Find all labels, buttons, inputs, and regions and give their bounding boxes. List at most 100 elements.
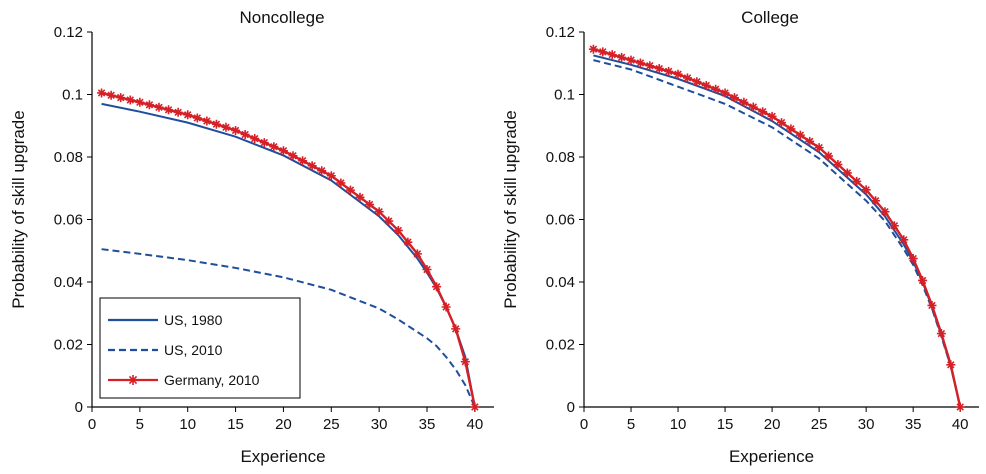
y-tick-label: 0.04 xyxy=(546,274,575,291)
y-tick-label: 0.08 xyxy=(54,149,83,166)
x-axis-label: Experience xyxy=(729,447,814,466)
x-tick-label: 5 xyxy=(627,416,635,433)
y-tick-label: 0.1 xyxy=(554,87,575,104)
data-point-marker xyxy=(192,113,202,123)
data-point-marker xyxy=(664,66,674,76)
data-point-marker xyxy=(470,402,480,412)
chart-title: College xyxy=(741,8,799,27)
legend-label: US, 1980 xyxy=(164,312,223,328)
data-point-marker xyxy=(786,124,796,134)
data-point-marker xyxy=(814,143,824,153)
y-tick-label: 0.06 xyxy=(54,212,83,229)
y-tick-label: 0.02 xyxy=(546,337,575,354)
x-tick-label: 30 xyxy=(371,416,388,433)
data-point-marker xyxy=(692,77,702,87)
series-line-us-1980 xyxy=(593,54,962,408)
x-tick-label: 35 xyxy=(419,416,436,433)
data-point-marker xyxy=(288,151,298,161)
chart-title: Noncollege xyxy=(239,8,324,27)
data-point-marker xyxy=(598,47,608,57)
data-point-marker xyxy=(154,102,164,112)
y-tick-label: 0.08 xyxy=(546,149,575,166)
y-tick-label: 0 xyxy=(75,399,83,416)
data-point-marker xyxy=(240,130,250,139)
y-tick-label: 0.04 xyxy=(54,274,83,291)
x-tick-label: 30 xyxy=(858,416,875,433)
data-point-marker xyxy=(211,119,221,129)
x-axis-label: Experience xyxy=(240,447,325,466)
data-point-marker xyxy=(617,52,627,62)
data-point-marker xyxy=(144,100,154,110)
legend-label: Germany, 2010 xyxy=(164,372,260,388)
data-point-marker xyxy=(927,300,937,310)
data-point-marker xyxy=(748,102,758,112)
data-point-marker xyxy=(202,116,212,126)
data-point-marker xyxy=(259,138,269,148)
x-tick-label: 15 xyxy=(227,416,244,433)
data-point-marker xyxy=(317,166,327,176)
data-point-marker xyxy=(135,97,145,107)
data-point-marker xyxy=(795,130,805,140)
data-point-marker xyxy=(432,282,442,292)
data-point-marker xyxy=(955,402,965,412)
data-point-marker xyxy=(588,44,598,54)
data-point-marker xyxy=(777,118,786,128)
data-point-marker xyxy=(298,156,308,166)
data-point-marker xyxy=(422,265,432,274)
x-tick-label: 10 xyxy=(179,416,196,433)
legend: US, 1980 US, 2010 Germany, 2010 xyxy=(99,297,301,399)
y-tick-label: 0 xyxy=(567,399,575,416)
data-point-marker xyxy=(164,105,174,115)
data-point-marker xyxy=(460,357,470,367)
data-point-marker xyxy=(758,107,768,117)
data-point-marker xyxy=(355,192,365,202)
x-tick-label: 40 xyxy=(952,416,969,433)
data-point-marker xyxy=(889,221,899,231)
y-tick-label: 0.1 xyxy=(62,87,83,104)
data-point-marker xyxy=(626,55,636,65)
data-point-marker xyxy=(231,125,241,135)
data-point-marker xyxy=(250,134,260,144)
panel-college: 0 5 10 15 20 25 30 35 40 0 0.02 0.04 0.06 0.08 0.1 0.12… xyxy=(501,8,979,466)
data-point-marker xyxy=(336,178,346,188)
data-point-marker xyxy=(673,69,683,79)
data-point-marker xyxy=(880,207,890,217)
data-point-marker xyxy=(125,95,135,105)
data-point-marker xyxy=(607,50,617,60)
x-tick-label: 0 xyxy=(580,416,588,433)
data-point-marker xyxy=(269,142,279,152)
data-point-marker xyxy=(441,302,451,312)
x-tick-label: 40 xyxy=(467,416,484,433)
data-point-marker xyxy=(852,176,862,186)
data-point-marker xyxy=(326,171,336,181)
data-point-marker xyxy=(412,249,422,259)
x-tick-label: 0 xyxy=(88,416,96,433)
data-point-marker xyxy=(173,107,183,117)
data-point-marker xyxy=(682,73,692,83)
x-tick-label: 20 xyxy=(764,416,781,433)
data-point-marker xyxy=(278,146,288,156)
data-point-marker xyxy=(833,160,843,169)
data-point-marker xyxy=(739,97,749,107)
data-point-marker xyxy=(645,61,655,71)
data-point-marker xyxy=(729,93,739,103)
y-tick-label: 0.06 xyxy=(546,212,575,229)
data-point-marker xyxy=(720,88,730,98)
data-point-marker xyxy=(908,254,918,264)
y-axis-label: Probability of skill upgrade xyxy=(501,110,520,308)
data-point-marker xyxy=(451,324,461,334)
data-point-marker xyxy=(183,110,193,120)
data-point-marker xyxy=(635,58,645,68)
data-point-marker xyxy=(936,329,946,339)
legend-label: US, 2010 xyxy=(164,342,223,358)
y-tick-label: 0.12 xyxy=(546,24,575,41)
x-tick-label: 5 xyxy=(136,416,144,433)
data-point-marker xyxy=(97,88,107,98)
data-point-marker xyxy=(701,80,711,90)
y-tick-label: 0.02 xyxy=(54,337,83,354)
data-point-marker xyxy=(861,185,871,195)
data-point-marker xyxy=(805,136,815,146)
data-point-marker xyxy=(918,275,928,285)
data-point-marker xyxy=(116,93,126,103)
